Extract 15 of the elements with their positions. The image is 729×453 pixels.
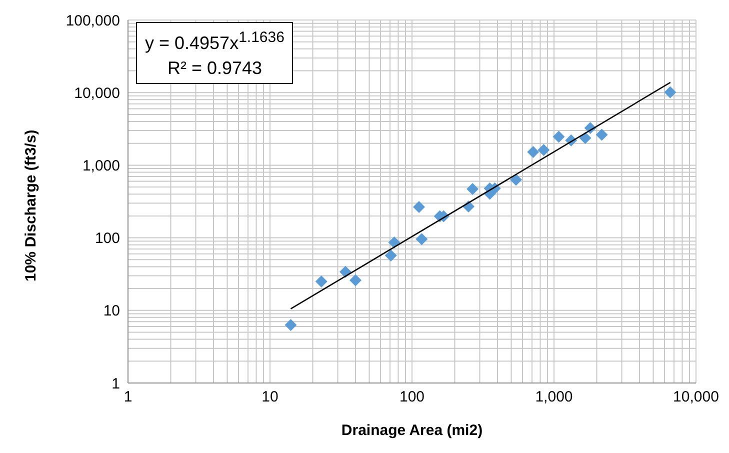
y-tick-label: 100	[94, 230, 120, 248]
x-axis-title: Drainage Area (mi2)	[341, 422, 483, 439]
annotation: R² = 0.9743	[166, 57, 264, 80]
y-tick-label: 1,000	[82, 158, 120, 175]
y-axis-title: 10% Discharge (ft3/s)	[22, 130, 40, 282]
y-tick-label: 10	[103, 302, 120, 320]
y-tick-label: 100,000	[66, 12, 120, 30]
x-tick-label: 100	[399, 388, 425, 406]
x-tick-label: 10,000	[673, 388, 719, 406]
annotation: y = 0.4957x$^{1.1636}$	[145, 28, 284, 55]
y-tick-label: 1	[112, 375, 120, 392]
y-tick-label: 10,000	[74, 84, 120, 102]
x-tick-label: 1	[124, 388, 132, 406]
x-tick-label: 1,000	[535, 388, 573, 406]
x-tick-label: 10	[262, 388, 278, 406]
